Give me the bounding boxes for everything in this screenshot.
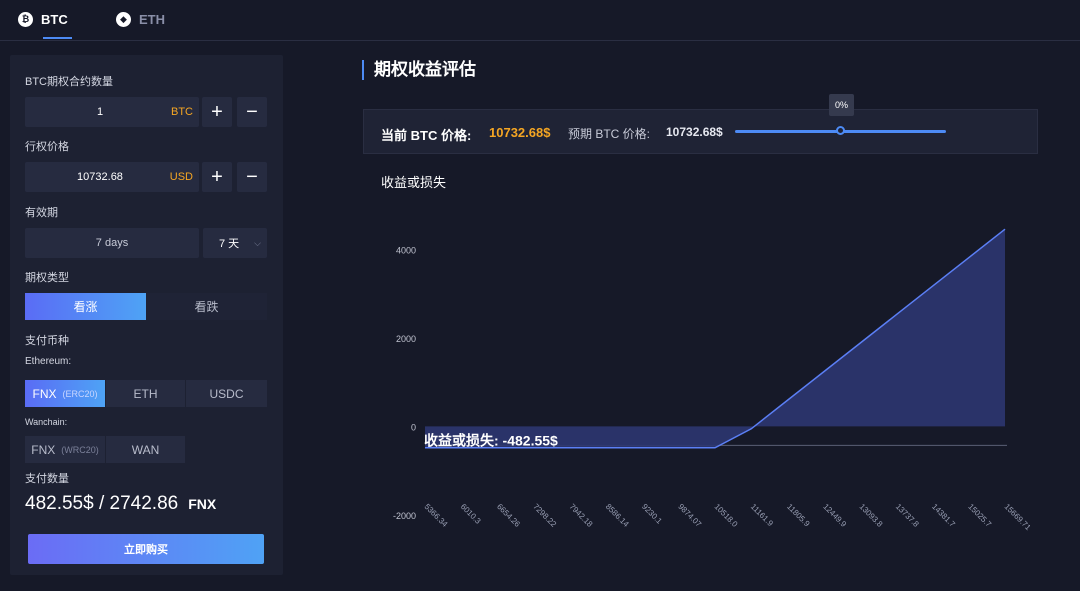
tab-btc-label: BTC (41, 11, 68, 27)
plus-icon: + (211, 100, 223, 123)
contracts-label: BTC期权合约数量 (25, 76, 113, 88)
expiry-select[interactable]: 7 天 ⌵ (203, 228, 267, 258)
pay-wan-label: WAN (131, 442, 160, 457)
payment-amount: 482.55$ / 2742.86 FNX (25, 493, 216, 515)
profit-loss-annotation: 收益或损失: -482.55$ (424, 432, 558, 448)
pay-usdc-label: USDC (209, 386, 244, 401)
plus-icon: + (211, 165, 223, 188)
minus-icon: − (246, 100, 258, 123)
pay-fnx-wrc20-button[interactable]: FNX (WRC20) (25, 436, 105, 463)
profit-loss-chart: 4000 2000 0 -2000 5366.34 6010.3 6654.26 7298.2… (393, 228, 1030, 532)
profit-loss-area (425, 229, 1005, 448)
y-tick-label: 4000 (396, 245, 416, 255)
contracts-input[interactable]: 1 BTC (25, 97, 199, 127)
pay-usdc-button[interactable]: USDC (186, 380, 267, 407)
x-tick-label: 14381.7 (930, 502, 957, 529)
x-tick-label: 7942.18 (568, 502, 595, 529)
wanchain-label: Wanchain: (25, 417, 68, 427)
x-tick-label: 13093.8 (858, 502, 885, 529)
call-option-button[interactable]: 看涨 (25, 293, 146, 320)
slider-handle[interactable] (836, 126, 845, 135)
current-price-label: 当前 BTC 价格: (381, 128, 472, 143)
x-tick-label: 11805.9 (785, 502, 812, 529)
page-title: 期权收益评估 (362, 60, 476, 80)
y-tick-label: 2000 (396, 334, 416, 344)
payment-amount-unit: FNX (188, 496, 217, 512)
y-tick-label: -2000 (393, 511, 416, 521)
call-option-label: 看涨 (73, 300, 98, 314)
x-tick-label: 6010.3 (459, 502, 483, 526)
strike-decrease-button[interactable]: − (237, 162, 267, 192)
active-tab-indicator (43, 37, 72, 39)
strike-unit: USD (169, 171, 193, 183)
strike-increase-button[interactable]: + (202, 162, 232, 192)
contracts-increase-button[interactable]: + (202, 97, 232, 127)
ethereum-label: Ethereum: (25, 356, 72, 367)
x-tick-label: 6654.26 (495, 502, 522, 529)
contracts-decrease-button[interactable]: − (237, 97, 267, 127)
pay-wan-button[interactable]: WAN (106, 436, 185, 463)
y-tick-label: 0 (411, 422, 416, 432)
ethereum-icon: ◆ (116, 11, 131, 27)
pay-eth-label: ETH (133, 386, 158, 401)
x-tick-label: 12449.9 (821, 502, 848, 529)
x-tick-label: 11161.9 (749, 502, 775, 528)
strike-input[interactable]: 10732.68 USD (25, 162, 199, 192)
strike-value: 10732.68 (77, 171, 123, 183)
x-tick-label: 5366.34 (423, 502, 450, 529)
expiry-label: 有效期 (25, 207, 58, 219)
option-form-panel: BTC期权合约数量 1 BTC + − 行权价格 10732.68 USD + … (10, 55, 283, 575)
x-tick-label: 9874.07 (676, 502, 703, 529)
minus-icon: − (246, 165, 258, 188)
pay-fnx-wrc20-label: FNX (31, 442, 56, 457)
put-option-button[interactable]: 看跌 (146, 293, 267, 320)
expected-price-value: 10732.68$ (666, 125, 723, 139)
bitcoin-icon: ₿ (18, 11, 33, 27)
strike-label: 行权价格 (25, 141, 69, 153)
price-bar: 当前 BTC 价格: 10732.68$ 预期 BTC 价格: 10732.68… (363, 109, 1038, 154)
x-tick-label: 8586.14 (604, 502, 631, 529)
expiry-value: 7 days (95, 237, 129, 249)
tab-eth-label: ETH (139, 11, 165, 27)
pay-fnx-erc20-label: FNX (32, 386, 57, 401)
pay-eth-button[interactable]: ETH (106, 380, 185, 407)
x-tick-label: 13737.8 (894, 502, 921, 529)
x-tick-label: 15025.7 (966, 502, 993, 529)
pay-fnx-wrc20-sub: (WRC20) (61, 444, 99, 455)
expiry-select-value: 7 天 (219, 238, 240, 250)
put-option-label: 看跌 (194, 300, 219, 314)
contracts-unit: BTC (171, 106, 193, 118)
expiry-input[interactable]: 7 days (25, 228, 199, 258)
x-tick-label: 15669.71 (1003, 502, 1030, 532)
chevron-down-icon: ⌵ (254, 237, 261, 248)
buy-now-label: 立即购买 (124, 544, 168, 556)
x-tick-label: 10518.0 (713, 502, 740, 529)
x-tick-label: 9230.1 (640, 502, 664, 526)
x-tick-label: 7298.22 (531, 502, 558, 529)
chart-title: 收益或损失 (381, 175, 447, 190)
pay-fnx-erc20-sub: (ERC20) (62, 388, 98, 399)
tab-eth[interactable]: ◆ ETH (116, 0, 165, 38)
option-type-label: 期权类型 (25, 272, 69, 284)
payment-amount-value: 482.55$ / 2742.86 (25, 493, 179, 514)
top-tab-bar: ₿ BTC ◆ ETH (0, 0, 1080, 41)
buy-now-button[interactable]: 立即购买 (28, 534, 264, 564)
slider-tooltip: 0% (829, 94, 854, 116)
payment-amount-label: 支付数量 (25, 473, 69, 485)
contracts-value: 1 (96, 106, 104, 118)
tab-btc[interactable]: ₿ BTC (18, 0, 68, 38)
payment-currency-label: 支付币种 (25, 335, 69, 347)
current-price-value: 10732.68$ (489, 125, 551, 140)
expected-price-label: 预期 BTC 价格: (568, 127, 651, 141)
pay-fnx-erc20-button[interactable]: FNX (ERC20) (25, 380, 105, 407)
